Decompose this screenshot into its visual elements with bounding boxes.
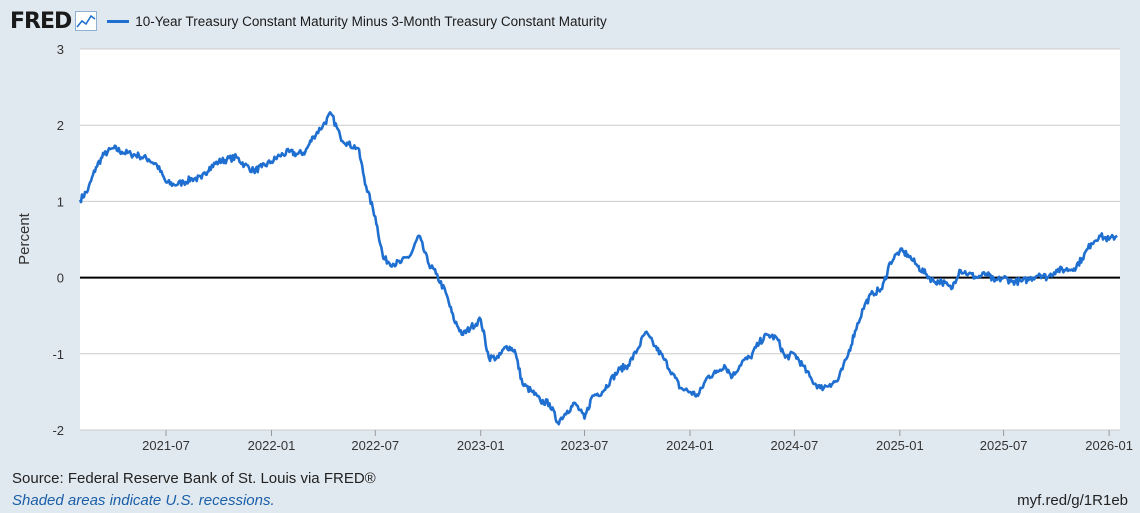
x-tick-label: 2023-01 — [457, 438, 505, 453]
y-tick-label: 3 — [57, 42, 64, 57]
x-axis: 2021-07 2022-01 2022-07 2023-01 2023-07 2024-… — [142, 430, 1133, 453]
x-tick-label: 2023-07 — [561, 438, 609, 453]
y-tick-label: -1 — [52, 347, 64, 362]
y-tick-label: 0 — [57, 271, 64, 286]
y-axis-label: Percent — [16, 212, 33, 265]
source-note: Source: Federal Reserve Bank of St. Loui… — [12, 470, 376, 487]
y-axis: 3 2 1 0 -1 -2 — [52, 42, 64, 438]
fred-logo[interactable]: FRED — [10, 8, 72, 34]
legend-swatch — [107, 19, 130, 23]
x-tick-label: 2021-07 — [142, 438, 190, 453]
chart-header: FRED 10-Year Treasury Constant Maturity … — [10, 8, 607, 34]
y-tick-label: 1 — [57, 194, 64, 209]
plot-area — [80, 49, 1120, 430]
legend-label[interactable]: 10-Year Treasury Constant Maturity Minus… — [135, 13, 607, 29]
recession-note: Shaded areas indicate U.S. recessions. — [12, 492, 275, 509]
x-tick-label: 2024-07 — [770, 438, 818, 453]
series-line[interactable] — [78, 111, 1118, 426]
fred-chart-icon — [75, 11, 98, 31]
x-tick-label: 2024-01 — [666, 438, 714, 453]
x-tick-label: 2026-01 — [1085, 438, 1133, 453]
grid-lines — [80, 48, 1120, 431]
x-tick-label: 2022-07 — [351, 438, 399, 453]
short-url-link[interactable]: myf.red/g/1R1eb — [1017, 492, 1128, 509]
x-tick-label: 2025-07 — [980, 438, 1028, 453]
y-tick-label: -2 — [52, 423, 64, 438]
x-tick-label: 2022-01 — [248, 438, 296, 453]
y-tick-label: 2 — [57, 118, 64, 133]
x-tick-label: 2025-01 — [876, 438, 924, 453]
